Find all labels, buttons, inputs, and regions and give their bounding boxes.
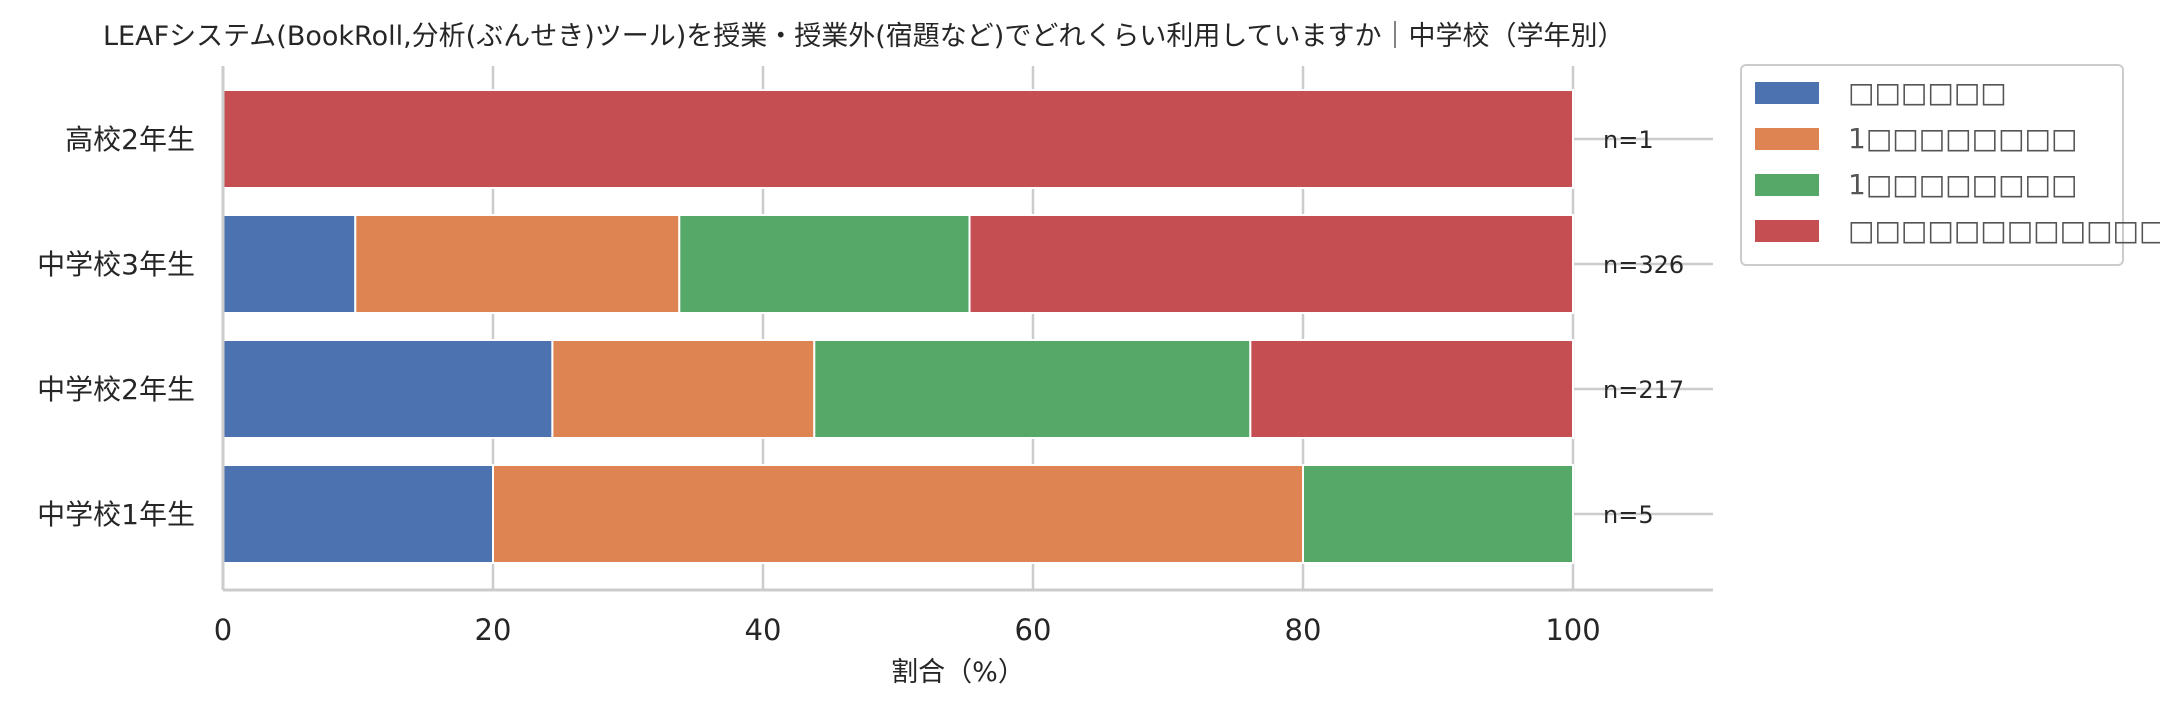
category-label: 中学校1年生 xyxy=(37,498,195,531)
bars xyxy=(222,89,1574,564)
x-tick-label: 0 xyxy=(214,613,232,647)
bar-segment xyxy=(813,339,1252,439)
bar-segment xyxy=(354,214,681,314)
bar-segment xyxy=(678,214,971,314)
bar-segment xyxy=(968,214,1574,314)
x-ticks: 0 20 40 60 80 100 xyxy=(214,613,1601,647)
category-label: 中学校2年生 xyxy=(37,373,195,406)
x-tick-label: 20 xyxy=(475,613,512,647)
bar-segment xyxy=(492,464,1304,564)
legend-label: □□□□□□□□□□□□□ xyxy=(1848,214,2160,247)
n-label: n=217 xyxy=(1603,376,1684,404)
n-labels: n=1 n=326 n=217 n=5 xyxy=(1603,126,1684,529)
legend-label: 1□□□□□□□□ xyxy=(1848,168,2077,201)
x-tick-label: 100 xyxy=(1545,613,1600,647)
x-axis-label: 割合（%） xyxy=(891,657,1025,688)
legend-swatch xyxy=(1755,174,1819,196)
bar-segment xyxy=(222,339,554,439)
legend-swatch xyxy=(1755,220,1819,242)
legend-frame xyxy=(1740,64,2124,266)
category-label: 中学校3年生 xyxy=(37,248,195,281)
bar-segment xyxy=(222,214,357,314)
legend-label: □□□□□□ xyxy=(1848,76,2007,109)
n-label: n=1 xyxy=(1603,126,1654,154)
bar-segment xyxy=(551,339,816,439)
legend-swatch xyxy=(1755,82,1819,104)
chart-title: LEAFシステム(BookRoll,分析(ぶんせき)ツール)を授業・授業外(宿題… xyxy=(103,21,1625,52)
category-label: 高校2年生 xyxy=(65,123,195,156)
x-tick-label: 80 xyxy=(1285,613,1322,647)
n-label: n=326 xyxy=(1603,251,1684,279)
axes xyxy=(221,66,1713,592)
x-tick-label: 60 xyxy=(1015,613,1052,647)
bar-segment xyxy=(1302,464,1574,564)
bar-segment xyxy=(222,89,1574,189)
bar-segment xyxy=(1249,339,1574,439)
legend-label: 1□□□□□□□□ xyxy=(1848,122,2077,155)
legend: □□□□□□ 1□□□□□□□□ 1□□□□□□□□ □□□□□□□□□□□□□ xyxy=(1740,64,2160,266)
x-tick-label: 40 xyxy=(745,613,782,647)
n-label: n=5 xyxy=(1603,501,1654,529)
bar-segment xyxy=(222,464,494,564)
legend-swatch xyxy=(1755,128,1819,150)
